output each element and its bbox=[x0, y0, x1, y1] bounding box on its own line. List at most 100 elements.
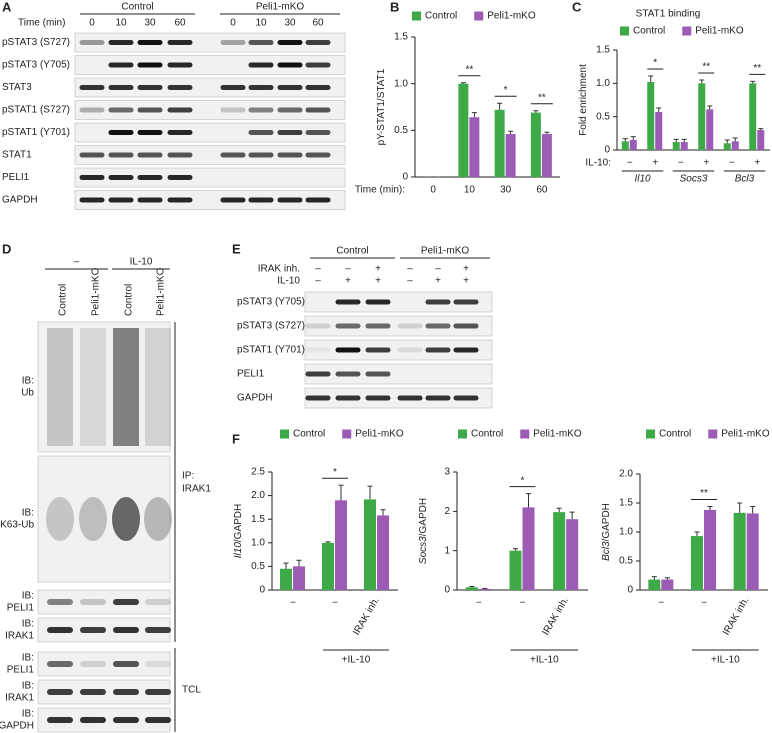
bar bbox=[621, 141, 629, 150]
blot-band bbox=[277, 107, 303, 113]
row-label: PELI1 bbox=[7, 603, 35, 614]
row-label: GAPDH bbox=[0, 721, 34, 732]
row-label: PELI1 bbox=[2, 172, 30, 183]
blot-band bbox=[167, 175, 193, 180]
blot-band bbox=[305, 85, 331, 90]
condition-sign: + bbox=[375, 276, 381, 287]
blot-band bbox=[167, 107, 193, 113]
blot-band bbox=[248, 130, 274, 135]
blot-band bbox=[80, 717, 106, 723]
y-axis-label-part: /GAPDH bbox=[601, 503, 612, 541]
y-tick-label: 2.0 bbox=[251, 490, 265, 501]
error-bar bbox=[544, 131, 550, 135]
blot-band bbox=[137, 40, 163, 45]
group-label: – bbox=[74, 257, 80, 268]
error-bar bbox=[325, 541, 331, 543]
category-row-label: IL-10: bbox=[585, 158, 611, 169]
y-tick-label: 1 bbox=[444, 545, 450, 556]
blot-band bbox=[335, 299, 361, 305]
bar bbox=[733, 512, 746, 590]
error-bar bbox=[630, 136, 636, 140]
blot-band bbox=[453, 395, 479, 401]
y-tick-label: 0.5 bbox=[251, 561, 265, 572]
y-axis-label-part: /GAPDH bbox=[233, 504, 244, 542]
bar bbox=[672, 142, 680, 150]
blot-band bbox=[397, 323, 423, 329]
blot-band bbox=[365, 347, 391, 353]
blot-band bbox=[80, 661, 106, 667]
blot-band bbox=[137, 85, 163, 90]
bar bbox=[746, 513, 759, 590]
condition-sign: – bbox=[315, 264, 321, 275]
lane-label: Peli1-mKO bbox=[156, 267, 167, 316]
blot-band bbox=[365, 371, 391, 377]
error-bar bbox=[469, 585, 475, 588]
y-tick-label: 0 bbox=[402, 172, 408, 183]
blot-band bbox=[47, 599, 73, 605]
bar bbox=[280, 568, 292, 590]
blot-band bbox=[277, 85, 303, 90]
blot-band bbox=[113, 599, 139, 605]
error-bar bbox=[622, 138, 628, 142]
condition-sign: – bbox=[407, 264, 413, 275]
x-tick-label: − bbox=[332, 598, 338, 609]
blot-band bbox=[108, 152, 134, 158]
panel-letter: D bbox=[2, 241, 11, 256]
error-bar bbox=[497, 102, 503, 110]
y-tick-label: 3 bbox=[444, 467, 450, 478]
blot-band bbox=[305, 347, 331, 353]
blot-strip bbox=[74, 32, 346, 53]
y-axis-label: Bcl3/GAPDH bbox=[601, 503, 612, 561]
panel-letter: E bbox=[232, 241, 241, 256]
blot-band bbox=[248, 62, 274, 68]
y-tick-label: 1.0 bbox=[619, 527, 633, 538]
blot-band bbox=[145, 627, 171, 633]
blot-band bbox=[80, 599, 106, 605]
bar bbox=[458, 83, 469, 177]
x-tick-label: 30 bbox=[500, 185, 512, 196]
blot-band bbox=[145, 599, 171, 605]
error-bar bbox=[707, 105, 713, 110]
x-tick-label: 10 bbox=[464, 185, 476, 196]
blot-band bbox=[167, 85, 193, 90]
lane-label: 10 bbox=[115, 18, 127, 29]
error-bar bbox=[681, 138, 687, 142]
panel-letter: A bbox=[2, 0, 12, 14]
y-tick-label: 0 bbox=[604, 145, 610, 156]
blot-strip bbox=[304, 315, 493, 337]
legend-swatch bbox=[682, 26, 692, 36]
error-bar bbox=[707, 505, 713, 510]
row-label: IB: bbox=[22, 653, 34, 664]
bar bbox=[629, 140, 637, 150]
blot-band bbox=[47, 689, 73, 695]
side-label: IP: bbox=[182, 471, 194, 482]
x-tick-label: − bbox=[678, 158, 684, 169]
bar bbox=[749, 83, 757, 150]
blot-strip bbox=[74, 77, 346, 98]
error-bar bbox=[283, 562, 289, 569]
row-label: pSTAT3 (S727) bbox=[2, 37, 70, 48]
blot-band bbox=[145, 717, 171, 723]
y-tick-label: 2.0 bbox=[619, 469, 633, 480]
condition-sign: – bbox=[315, 276, 321, 287]
bar bbox=[680, 142, 688, 150]
bar bbox=[530, 112, 541, 177]
blot-band bbox=[248, 107, 274, 113]
blot-band bbox=[79, 85, 105, 90]
lane-label: 10 bbox=[255, 18, 267, 29]
lane-label: 60 bbox=[174, 18, 186, 29]
blot-band bbox=[248, 85, 274, 90]
group-label: Peli1-mKO bbox=[421, 246, 470, 257]
group-label: Il10 bbox=[634, 174, 651, 185]
error-bar bbox=[513, 548, 518, 551]
x-axis-label: Time (min): bbox=[355, 185, 405, 196]
condition-label: IL-10 bbox=[277, 276, 300, 287]
blot-band bbox=[453, 347, 479, 353]
category-note: +IL-10 bbox=[342, 655, 371, 666]
blot-band bbox=[137, 175, 163, 180]
bar bbox=[335, 500, 347, 590]
x-tick-label: − bbox=[658, 598, 664, 609]
bar bbox=[377, 515, 389, 590]
blot-band bbox=[425, 395, 451, 401]
bar bbox=[509, 550, 522, 590]
